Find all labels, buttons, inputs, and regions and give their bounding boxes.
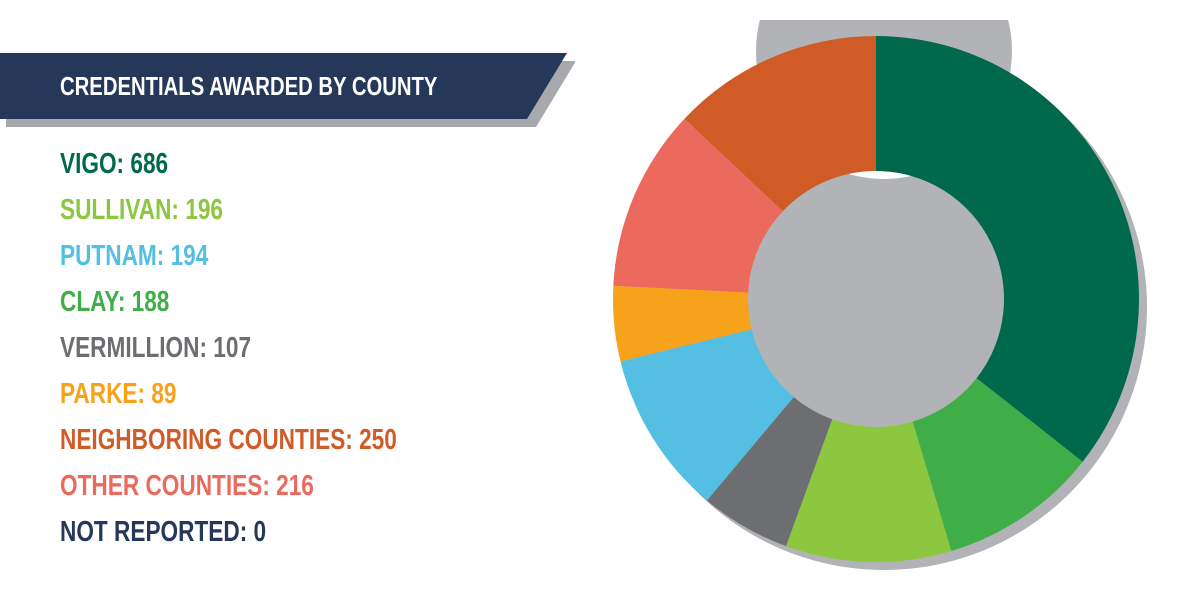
slice-sullivan <box>786 419 952 562</box>
legend: VIGO: 686 SULLIVAN: 196 PUTNAM: 194 CLAY: 1… <box>60 146 492 560</box>
banner-shape <box>0 53 575 127</box>
legend-item-putnam: PUTNAM: 194 <box>60 240 209 272</box>
legend-item-vigo: VIGO: 686 <box>60 148 169 180</box>
slice-parke <box>613 285 752 362</box>
legend-item-parke: PARKE: 89 <box>60 378 177 410</box>
legend-item-sullivan: SULLIVAN: 196 <box>60 194 223 226</box>
legend-item-not-reported: NOT REPORTED: 0 <box>60 516 267 548</box>
chart-title: CREDENTIALS AWARDED BY COUNTY <box>60 71 438 101</box>
title-banner: CREDENTIALS AWARDED BY COUNTY <box>0 53 575 127</box>
legend-item-clay: CLAY: 188 <box>60 286 170 318</box>
chart-slices <box>613 36 1139 562</box>
slice-neighboring-counties <box>684 36 876 212</box>
donut-chart <box>613 20 1147 570</box>
banner-background <box>0 53 567 119</box>
legend-item-neighboring-counties: NEIGHBORING COUNTIES: 250 <box>60 424 397 456</box>
slice-vermillion <box>706 397 833 547</box>
slice-clay <box>912 378 1083 551</box>
slice-other-counties <box>613 118 783 293</box>
legend-item-other-counties: OTHER COUNTIES: 216 <box>60 470 314 502</box>
slice-putnam <box>620 329 794 501</box>
slice-vigo <box>876 36 1139 462</box>
legend-item-vermillion: VERMILLION: 107 <box>60 332 252 364</box>
